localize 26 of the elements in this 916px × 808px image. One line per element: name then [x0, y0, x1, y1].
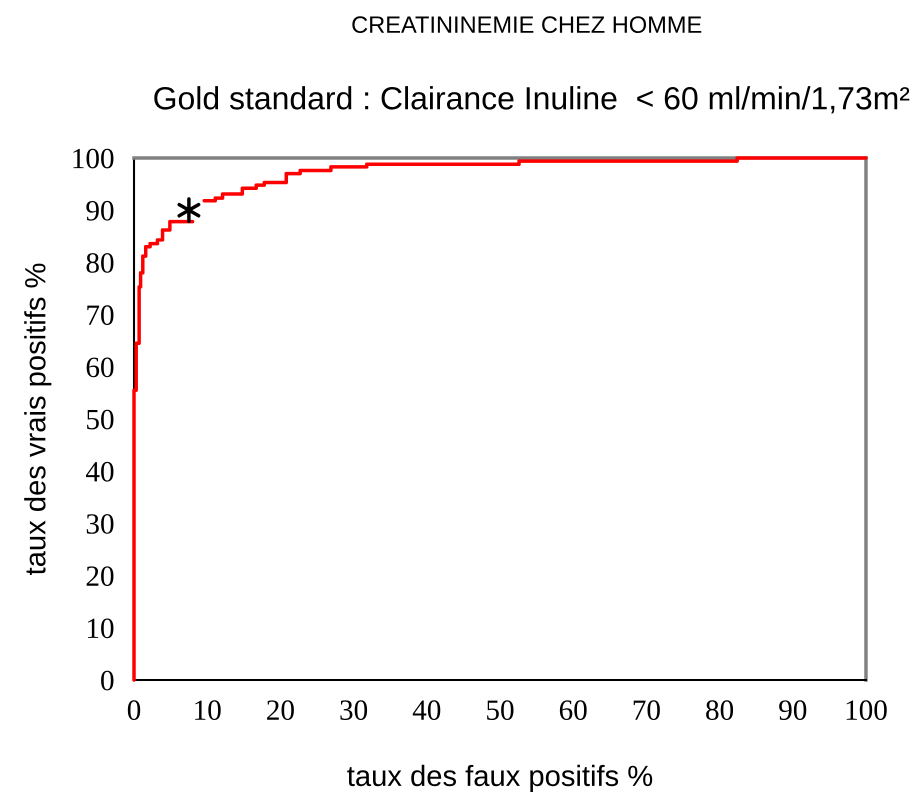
x-tick-label: 30 [340, 700, 368, 720]
y-tick-label: 100 [73, 148, 114, 168]
x-tick-label: 100 [846, 700, 887, 720]
y-tick-label: 70 [87, 305, 114, 325]
x-tick-label: 60 [560, 700, 587, 720]
x-axis-title: taux des faux positifs % [347, 764, 652, 792]
y-tick-label: 20 [86, 566, 114, 586]
x-tick-label: 0 [128, 700, 140, 720]
x-tick-label: 40 [412, 700, 440, 720]
x-tick-label: 80 [706, 700, 734, 720]
chart-title: CREATININEMIE CHEZ HOMME [352, 16, 702, 33]
y-tick-label: 30 [86, 514, 114, 534]
y-tick-label: 50 [87, 410, 114, 430]
x-tick-label: 90 [779, 700, 806, 720]
y-tick-label: 40 [86, 462, 114, 482]
y-tick-label: 0 [101, 670, 114, 690]
x-tick-label: 50 [487, 700, 514, 720]
chart-subtitle: Gold standard : Clairance Inuline < 60 ml/min/1,73m² [154, 86, 910, 114]
x-tick-label: 70 [634, 700, 660, 720]
x-tick-label: 10 [195, 700, 221, 720]
y-axis-title: taux des vrais positifs % [24, 264, 52, 575]
x-tick-label: 20 [267, 700, 294, 720]
y-tick-label: 80 [86, 253, 114, 273]
y-tick-label: 10 [88, 618, 114, 638]
y-tick-label: 90 [86, 200, 114, 221]
y-tick-label: 60 [86, 358, 114, 378]
